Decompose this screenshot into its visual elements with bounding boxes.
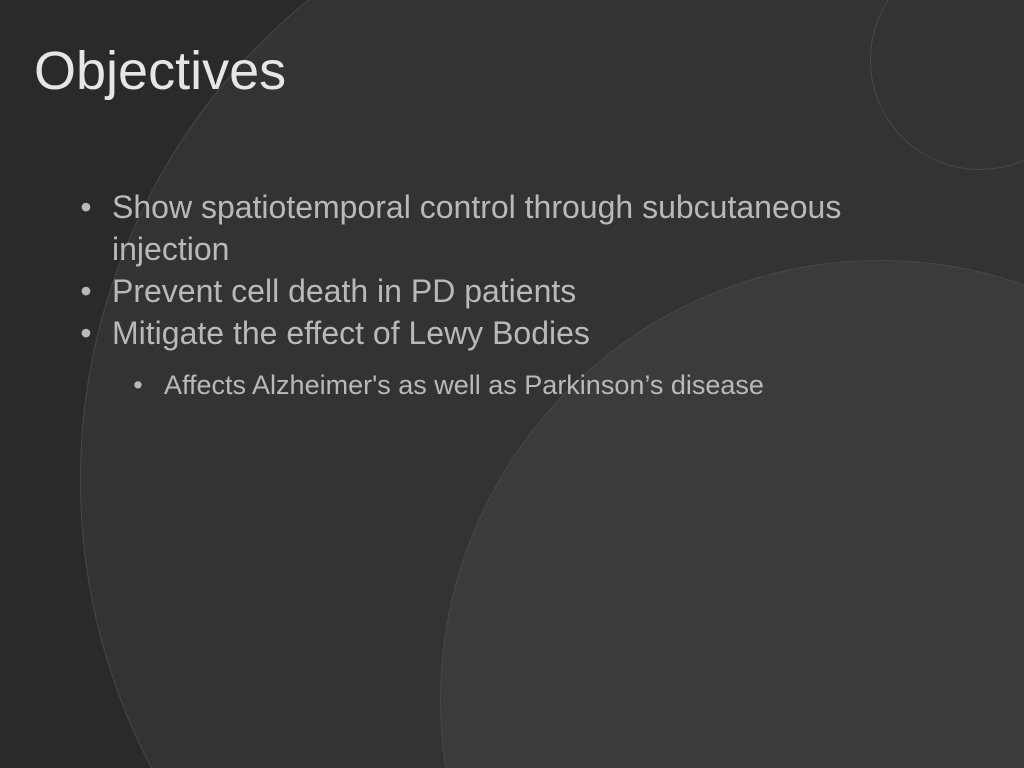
bullet-dot-icon: • [60,186,112,228]
bullet-text: Prevent cell death in PD patients [112,270,576,312]
bullet-dot-icon: • [60,270,112,312]
bullet-dot-icon: • [60,312,112,354]
sub-bullet-text: Affects Alzheimer's as well as Parkinson… [164,364,764,406]
bullet-text: Show spatiotemporal control through subc… [112,186,960,270]
slide-body: •Show spatiotemporal control through sub… [60,186,960,406]
bullet-item: •Show spatiotemporal control through sub… [60,186,960,270]
bullet-text: Mitigate the effect of Lewy Bodies [112,312,590,354]
bullet-dot-icon: • [112,364,164,406]
slide-title: Objectives [34,40,286,102]
bullet-item: •Mitigate the effect of Lewy Bodies [60,312,960,354]
sub-bullet-item: •Affects Alzheimer's as well as Parkinso… [112,364,960,406]
bullet-item: •Prevent cell death in PD patients [60,270,960,312]
